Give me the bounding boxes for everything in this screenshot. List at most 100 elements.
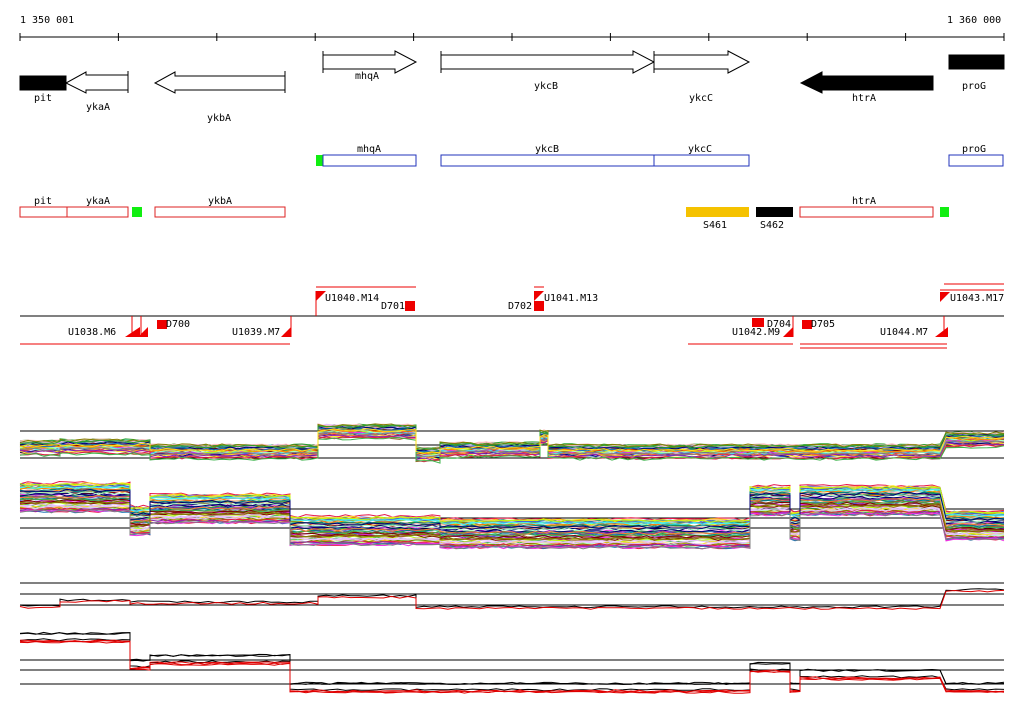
expression-profile-line [19,589,1005,610]
feature-block-D701[interactable] [405,301,415,311]
expression-profile-line [19,631,1005,685]
expression-profile-line [19,497,1005,538]
expression-profile-line [19,507,1005,548]
upper-label-D702: D702 [508,301,532,312]
expression-profile-line [19,424,1004,452]
blue-label-mhqA: mhqA [357,144,381,155]
blue-box-proG[interactable] [948,154,1004,167]
transcript-feature-track: U1040.M14 D701 D702 U1041.M13 U1043.M17 … [20,283,1004,349]
segment-S461[interactable] [686,207,749,217]
panel-1-profiles [19,423,1005,464]
segment-S462[interactable] [756,207,793,217]
lower-label-U1042: U1042.M9 [732,327,780,338]
expression-profile-line [19,640,1005,694]
gene-ykaA-label: ykaA [86,102,110,113]
gene-track: pit ykaA ykbA mhqA ykcB ykcC htrA proG [19,50,1005,124]
red-box-htrA[interactable] [799,206,934,218]
feature-flag [940,292,950,302]
expression-profile-line [20,435,1005,463]
gene-ykcC-label: ykcC [689,93,713,104]
coordinate-ruler: 1 350 001 1 360 000 [19,15,1005,41]
expression-profile-line [19,427,1005,454]
expression-panel-3 [19,582,1005,610]
lower-label-U1039: U1039.M7 [232,327,280,338]
lower-label-U1044: U1044.M7 [880,327,928,338]
panel-4-profiles [19,631,1005,694]
ruler-start-label: 1 350 001 [20,15,74,26]
feature-block-D702[interactable] [534,301,544,311]
gene-ykbA-label: ykbA [207,113,231,124]
feature-block-D700[interactable] [157,320,167,329]
blue-box-ykcC[interactable] [653,154,750,167]
panel-2-profiles [19,480,1005,550]
lower-label-D700: D700 [166,319,190,330]
lower-label-U1038: U1038.M6 [68,327,116,338]
blue-label-proG: proG [962,144,986,155]
expression-profile-line [19,639,1005,693]
gene-pit-arrow[interactable] [19,75,67,91]
red-label-pit: pit [34,196,52,207]
blue-gene-track: mhqA ykcB ykcC proG [316,144,1004,167]
green-marker [132,207,142,217]
upper-label-U1041: U1041.M13 [544,293,598,304]
red-box-pit[interactable] [19,206,68,218]
blue-label-ykcC: ykcC [688,144,712,155]
blue-label-ykcB: ykcB [535,144,559,155]
blue-box-mhqA[interactable] [322,154,417,167]
expression-profile-line [19,498,1005,539]
gene-proG-arrow[interactable] [948,54,1005,70]
ruler-end-label: 1 360 000 [947,15,1001,26]
feature-flag [316,291,326,301]
expression-profile-line [19,491,1005,532]
panel-3-profiles [19,588,1005,610]
gene-htrA-arrow[interactable] [799,71,934,94]
expression-profile-line [19,488,1005,529]
expression-profile-line [19,483,1005,523]
expression-profile-line [19,509,1005,550]
green-marker [316,155,323,166]
upper-label-U1040: U1040.M14 [325,293,379,304]
expression-panel-1 [19,423,1005,464]
expression-profile-line [19,423,1005,451]
gene-ykcC-arrow[interactable] [653,50,751,74]
feature-block-D704[interactable] [752,318,764,327]
segment-S461-label: S461 [703,220,727,231]
feature-flag [534,291,544,301]
gene-proG-label: proG [962,81,986,92]
upper-label-D701: D701 [381,301,405,312]
gene-ykcB-arrow[interactable] [440,50,656,74]
gene-mhqA-arrow[interactable] [322,50,418,74]
gene-pit-label: pit [34,93,52,104]
red-box-ykbA[interactable] [154,206,286,218]
lower-label-D704: D704 [767,319,791,330]
gene-ykcB-label: ykcB [534,81,558,92]
red-label-ykaA: ykaA [86,196,110,207]
upper-label-U1043: U1043.M17 [950,293,1004,304]
gene-mhqA-label: mhqA [355,71,379,82]
feature-block-D705[interactable] [802,320,812,329]
ruler-ticks [19,33,1005,41]
gene-ykbA-arrow[interactable] [153,71,286,94]
red-label-htrA: htrA [852,196,876,207]
expression-panel-4 [19,631,1005,694]
expression-profile-line [19,495,1005,535]
expression-profile-line [19,434,1005,461]
blue-box-ykcB[interactable] [440,154,655,167]
gene-ykaA-arrow[interactable] [64,71,129,94]
expression-profile-line [19,500,1005,541]
expression-profile-line [19,431,1005,457]
expression-profile-line [19,588,1005,609]
segment-S462-label: S462 [760,220,784,231]
red-box-ykaA[interactable] [66,206,129,218]
gene-htrA-label: htrA [852,93,876,104]
green-marker [940,207,949,217]
expression-profile-line [19,437,1005,464]
feature-flag [281,327,291,337]
expression-profile-line [19,429,1005,457]
expression-profile-line [19,501,1005,542]
expression-profile-line [19,485,1005,526]
expression-profile-line [19,505,1004,545]
expression-panel-2 [19,480,1005,550]
lower-label-D705: D705 [811,319,835,330]
